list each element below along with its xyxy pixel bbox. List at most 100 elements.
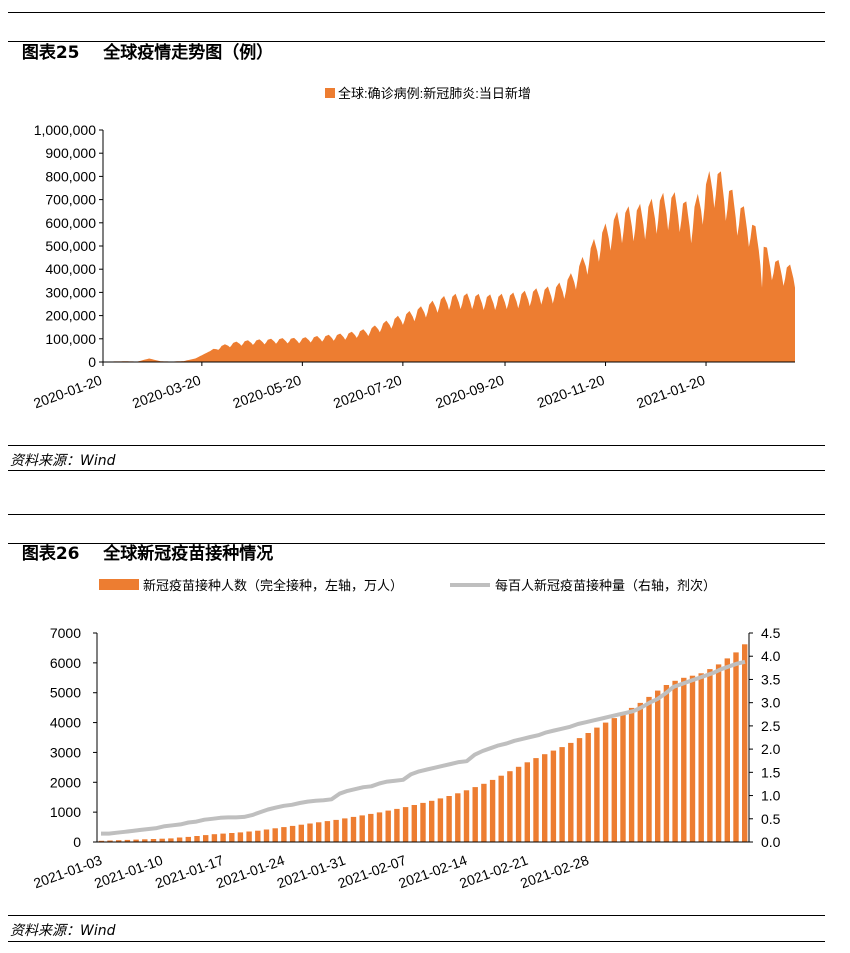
fig25-title: 全球疫情走势图（例）: [103, 43, 274, 63]
vaccinated-bar: [116, 840, 122, 842]
vaccinated-bar: [559, 747, 565, 842]
legend-label-vaccinated: 新冠疫苗接种人数（完全接种，左轴，万人）: [143, 578, 403, 593]
vaccinated-bar: [663, 685, 670, 842]
vaccinated-bar: [168, 838, 174, 842]
vaccinated-bar: [576, 738, 583, 842]
fig25-title-rule: [8, 41, 825, 42]
y-tick-label: 200,000: [45, 308, 96, 324]
y-tick-label-left: 0: [73, 834, 81, 850]
doses-per-hundred-line: [101, 659, 746, 836]
vaccinated-bar: [542, 754, 548, 842]
y-tick-label: 900,000: [45, 145, 96, 161]
vaccinated-bar: [220, 833, 226, 842]
vaccinated-bar: [394, 808, 400, 842]
fig26-source: 资料来源：Wind: [10, 923, 116, 939]
legend-swatch-cases: [325, 88, 335, 98]
legend-swatch-vaccinated: [99, 579, 139, 590]
vaccinated-bar: [715, 664, 722, 842]
vaccinated-bar: [229, 833, 235, 842]
x-tick-label: 2021-01-24: [214, 852, 287, 892]
y-tick-label-right: 3.0: [761, 695, 781, 711]
fig26-title-line: 图表26 全球新冠疫苗接种情况: [10, 519, 273, 564]
vaccinated-bar: [437, 798, 444, 842]
vaccinated-bar: [628, 707, 635, 842]
vaccinated-bar: [620, 713, 626, 842]
vaccinated-bar: [333, 819, 339, 842]
y-tick-label-right: 0.5: [761, 811, 781, 827]
vaccinated-bar: [316, 822, 322, 842]
vaccinated-bar: [568, 742, 574, 842]
vaccinated-bar: [672, 680, 678, 842]
y-tick-label-right: 2.5: [761, 718, 781, 734]
vaccinated-bar: [402, 807, 409, 842]
vaccinated-bar: [524, 762, 530, 842]
fig26-source-rule-bottom: [8, 941, 825, 942]
vaccinated-bar: [689, 675, 696, 842]
vaccinated-bar: [698, 673, 704, 842]
vaccinated-bar: [446, 796, 452, 842]
vaccinated-bar: [376, 812, 383, 842]
y-tick-label: 1,000,000: [34, 122, 96, 138]
vaccinated-bar: [133, 839, 139, 842]
fig25-label: 图表25: [21, 43, 80, 63]
vaccinated-bar: [742, 644, 748, 842]
vaccinated-bar: [142, 839, 148, 842]
y-tick-label: 400,000: [45, 261, 96, 277]
vaccinated-bar: [602, 722, 609, 842]
vaccinated-bar: [246, 831, 252, 842]
y-tick-label-right: 4.5: [761, 625, 781, 641]
vaccinated-bar: [272, 828, 278, 842]
vaccinated-bar: [98, 840, 105, 842]
x-tick-label: 2021-02-14: [396, 852, 469, 892]
x-tick-label: 2021-02-21: [457, 852, 530, 892]
vaccinated-bar: [342, 818, 348, 842]
vaccinated-bar: [463, 790, 470, 842]
y-tick-label-left: 3000: [50, 744, 81, 760]
vaccinated-bar: [307, 823, 313, 842]
fig26-top-rule: [8, 514, 825, 515]
y-tick-label-right: 2.0: [761, 741, 781, 757]
fig26-source-rule-top: [8, 915, 825, 916]
x-tick-label: 2021-01-10: [92, 852, 165, 892]
y-tick-label: 700,000: [45, 192, 96, 208]
fig26-title: 全球新冠疫苗接种情况: [103, 544, 274, 564]
y-tick-label: 600,000: [45, 215, 96, 231]
y-tick-label-left: 2000: [50, 774, 81, 790]
y-tick-label-left: 4000: [50, 715, 81, 731]
vaccinated-bar: [159, 838, 165, 842]
y-tick-label: 300,000: [45, 284, 96, 300]
vaccinated-bar: [594, 727, 600, 842]
y-tick-label: 500,000: [45, 238, 96, 254]
vaccinated-bar: [585, 733, 591, 842]
fig25-source: 资料来源：Wind: [10, 453, 116, 469]
x-tick-label: 2021-01-17: [153, 852, 226, 892]
y-tick-label-right: 1.0: [761, 788, 781, 804]
vaccinated-bar: [611, 718, 617, 842]
vaccinated-bar: [359, 815, 365, 842]
vaccinated-bar: [455, 793, 461, 842]
vaccinated-bar: [507, 771, 513, 842]
vaccinated-bar: [681, 677, 687, 842]
vaccinated-bar: [150, 839, 157, 842]
vaccinated-bar: [411, 805, 417, 842]
fig25-source-rule-bottom: [8, 470, 825, 471]
vaccinated-bar: [203, 835, 209, 842]
fig26-label: 图表26: [21, 544, 80, 564]
vaccinated-bar: [429, 800, 435, 842]
vaccinated-bar: [515, 766, 522, 842]
vaccinated-bar: [385, 810, 391, 842]
x-tick-label: 2021-01-03: [31, 852, 104, 892]
vaccinated-bar: [550, 750, 557, 842]
vaccinated-bar: [533, 758, 539, 842]
y-tick-label-right: 0.0: [761, 834, 781, 850]
vaccinated-bar: [237, 832, 244, 842]
vaccinated-bar: [289, 825, 296, 842]
vaccinated-bar: [655, 690, 661, 842]
vaccinated-bar: [324, 821, 331, 842]
vaccinated-bar: [263, 829, 270, 842]
vaccinated-bar: [489, 779, 496, 842]
vaccinated-bar: [420, 802, 426, 842]
x-tick-label: 2021-01-31: [275, 852, 348, 892]
vaccinated-bar: [176, 837, 183, 842]
vaccinated-bar: [733, 652, 739, 842]
